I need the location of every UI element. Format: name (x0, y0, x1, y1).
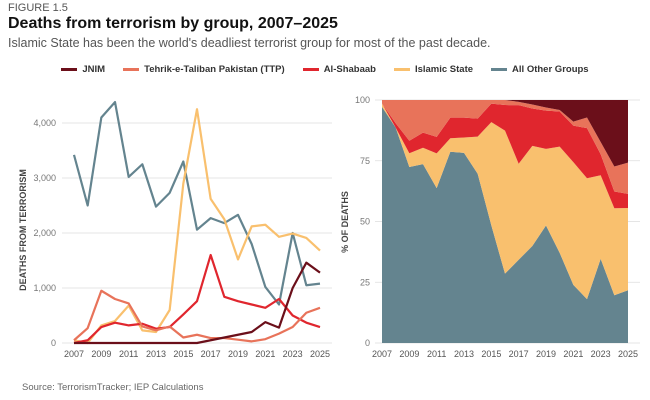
x-tick-label: 2009 (399, 349, 419, 359)
legend-swatch (491, 68, 508, 71)
x-tick-label: 2011 (427, 349, 446, 359)
y-tick-label: 2,000 (33, 228, 56, 238)
x-tick-label: 2011 (119, 349, 138, 359)
legend-item-islamic-state: Islamic State (393, 64, 474, 75)
y-axis-label: % OF DEATHS (340, 191, 350, 253)
x-tick-label: 2007 (64, 349, 84, 359)
x-tick-label: 2025 (618, 349, 638, 359)
x-tick-label: 2023 (591, 349, 611, 359)
figure-label: FIGURE 1.5 (8, 2, 68, 14)
legend-item-al-shabaab: Al-Shabaab (302, 64, 376, 75)
y-tick-label: 25 (360, 277, 370, 287)
x-tick-label: 2013 (454, 349, 474, 359)
x-tick-label: 2021 (563, 349, 583, 359)
legend-label: JNIM (82, 64, 106, 75)
area-islamic-state (382, 103, 628, 300)
legend-item-ttp: Tehrik-e-Taliban Pakistan (TTP) (123, 64, 285, 75)
y-tick-label: 100 (355, 95, 370, 105)
x-tick-label: 2015 (173, 349, 193, 359)
area-al-shabaab (382, 103, 628, 209)
y-tick-label: 0 (365, 338, 370, 348)
area-tehrik-e-taliban-pakistan-ttp- (382, 100, 628, 194)
legend-swatch (393, 68, 410, 71)
x-tick-label: 2021 (255, 349, 275, 359)
x-tick-label: 2023 (283, 349, 303, 359)
legend-label: Al-Shabaab (323, 64, 376, 75)
series-line-al-shabaab (73, 253, 321, 345)
y-tick-label: 0 (51, 338, 56, 348)
chart-title: Deaths from terrorism by group, 2007–202… (8, 15, 338, 32)
y-tick-label: 3,000 (33, 173, 56, 183)
legend-label: Islamic State (414, 64, 474, 75)
source-note: Source: TerrorismTracker; IEP Calculatio… (22, 382, 204, 393)
y-axis-label: DEATHS FROM TERRORISM (18, 169, 28, 291)
x-tick-label: 2017 (201, 349, 221, 359)
x-tick-label: 2025 (310, 349, 330, 359)
y-tick-label: 1,000 (33, 283, 56, 293)
legend-label: All Other Groups (512, 64, 589, 75)
x-tick-label: 2009 (91, 349, 111, 359)
legend-swatch (123, 68, 140, 71)
legend-item-other: All Other Groups (491, 64, 589, 75)
series-line-islamic-state (73, 108, 321, 345)
y-tick-label: 4,000 (33, 118, 56, 128)
legend-swatch (61, 68, 78, 71)
x-tick-label: 2017 (509, 349, 529, 359)
y-tick-label: 50 (360, 217, 370, 227)
y-tick-label: 75 (360, 156, 370, 166)
legend-label: Tehrik-e-Taliban Pakistan (TTP) (144, 64, 285, 75)
x-tick-label: 2007 (372, 349, 392, 359)
chart-subtitle: Islamic State has been the world's deadl… (8, 36, 491, 50)
series-line-jnim (74, 261, 321, 345)
legend-item-jnim: JNIM (61, 64, 105, 75)
area-jnim (382, 100, 628, 167)
x-tick-label: 2019 (228, 349, 248, 359)
series-line-tehrik-e-taliban-pakistan-ttp- (73, 289, 321, 343)
series-line-all-other-groups (72, 100, 321, 306)
legend-swatch (302, 68, 319, 71)
x-tick-label: 2019 (536, 349, 556, 359)
x-tick-label: 2015 (481, 349, 501, 359)
legend: JNIM Tehrik-e-Taliban Pakistan (TTP) Al-… (0, 64, 650, 75)
area-all-other-groups (382, 106, 628, 343)
x-tick-label: 2013 (146, 349, 166, 359)
